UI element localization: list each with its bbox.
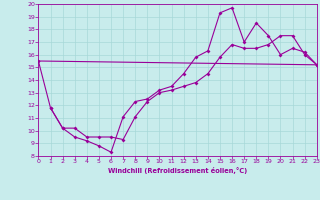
X-axis label: Windchill (Refroidissement éolien,°C): Windchill (Refroidissement éolien,°C): [108, 167, 247, 174]
